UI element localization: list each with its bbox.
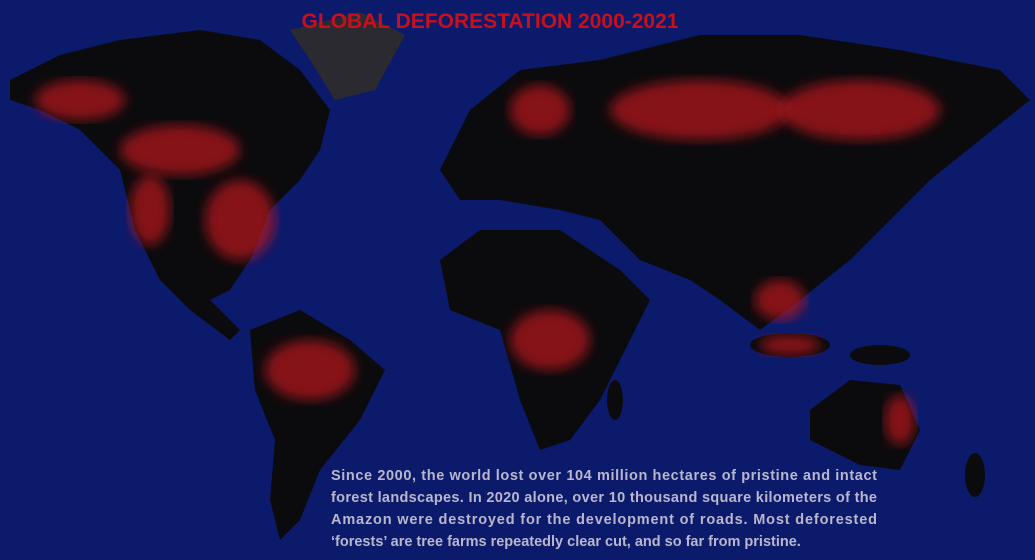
greenland <box>290 12 405 100</box>
loss-area <box>760 335 820 355</box>
loss-area <box>35 80 125 120</box>
madagascar <box>607 380 623 420</box>
new-guinea <box>850 345 910 365</box>
caption-line: forest landscapes. In 2020 alone, over 1… <box>331 490 877 506</box>
loss-area <box>610 80 790 140</box>
new-zealand <box>965 453 985 497</box>
loss-area <box>780 80 940 140</box>
loss-area <box>120 125 240 175</box>
loss-area <box>205 180 275 260</box>
caption-line: Amazon were destroyed for the developmen… <box>331 512 877 528</box>
deforestation-areas <box>35 80 940 445</box>
loss-area <box>885 395 915 445</box>
title: GLOBAL DEFORESTATION 2000-2021 <box>302 10 679 33</box>
caption-line: ‘forests’ are tree farms repeatedly clea… <box>331 534 801 550</box>
loss-area <box>510 85 570 135</box>
loss-area <box>265 340 355 400</box>
loss-area <box>755 280 805 320</box>
british-isles <box>456 132 484 168</box>
loss-area <box>510 310 590 370</box>
caption-line: Since 2000, the world lost over 104 mill… <box>331 468 877 484</box>
loss-area <box>130 175 170 245</box>
